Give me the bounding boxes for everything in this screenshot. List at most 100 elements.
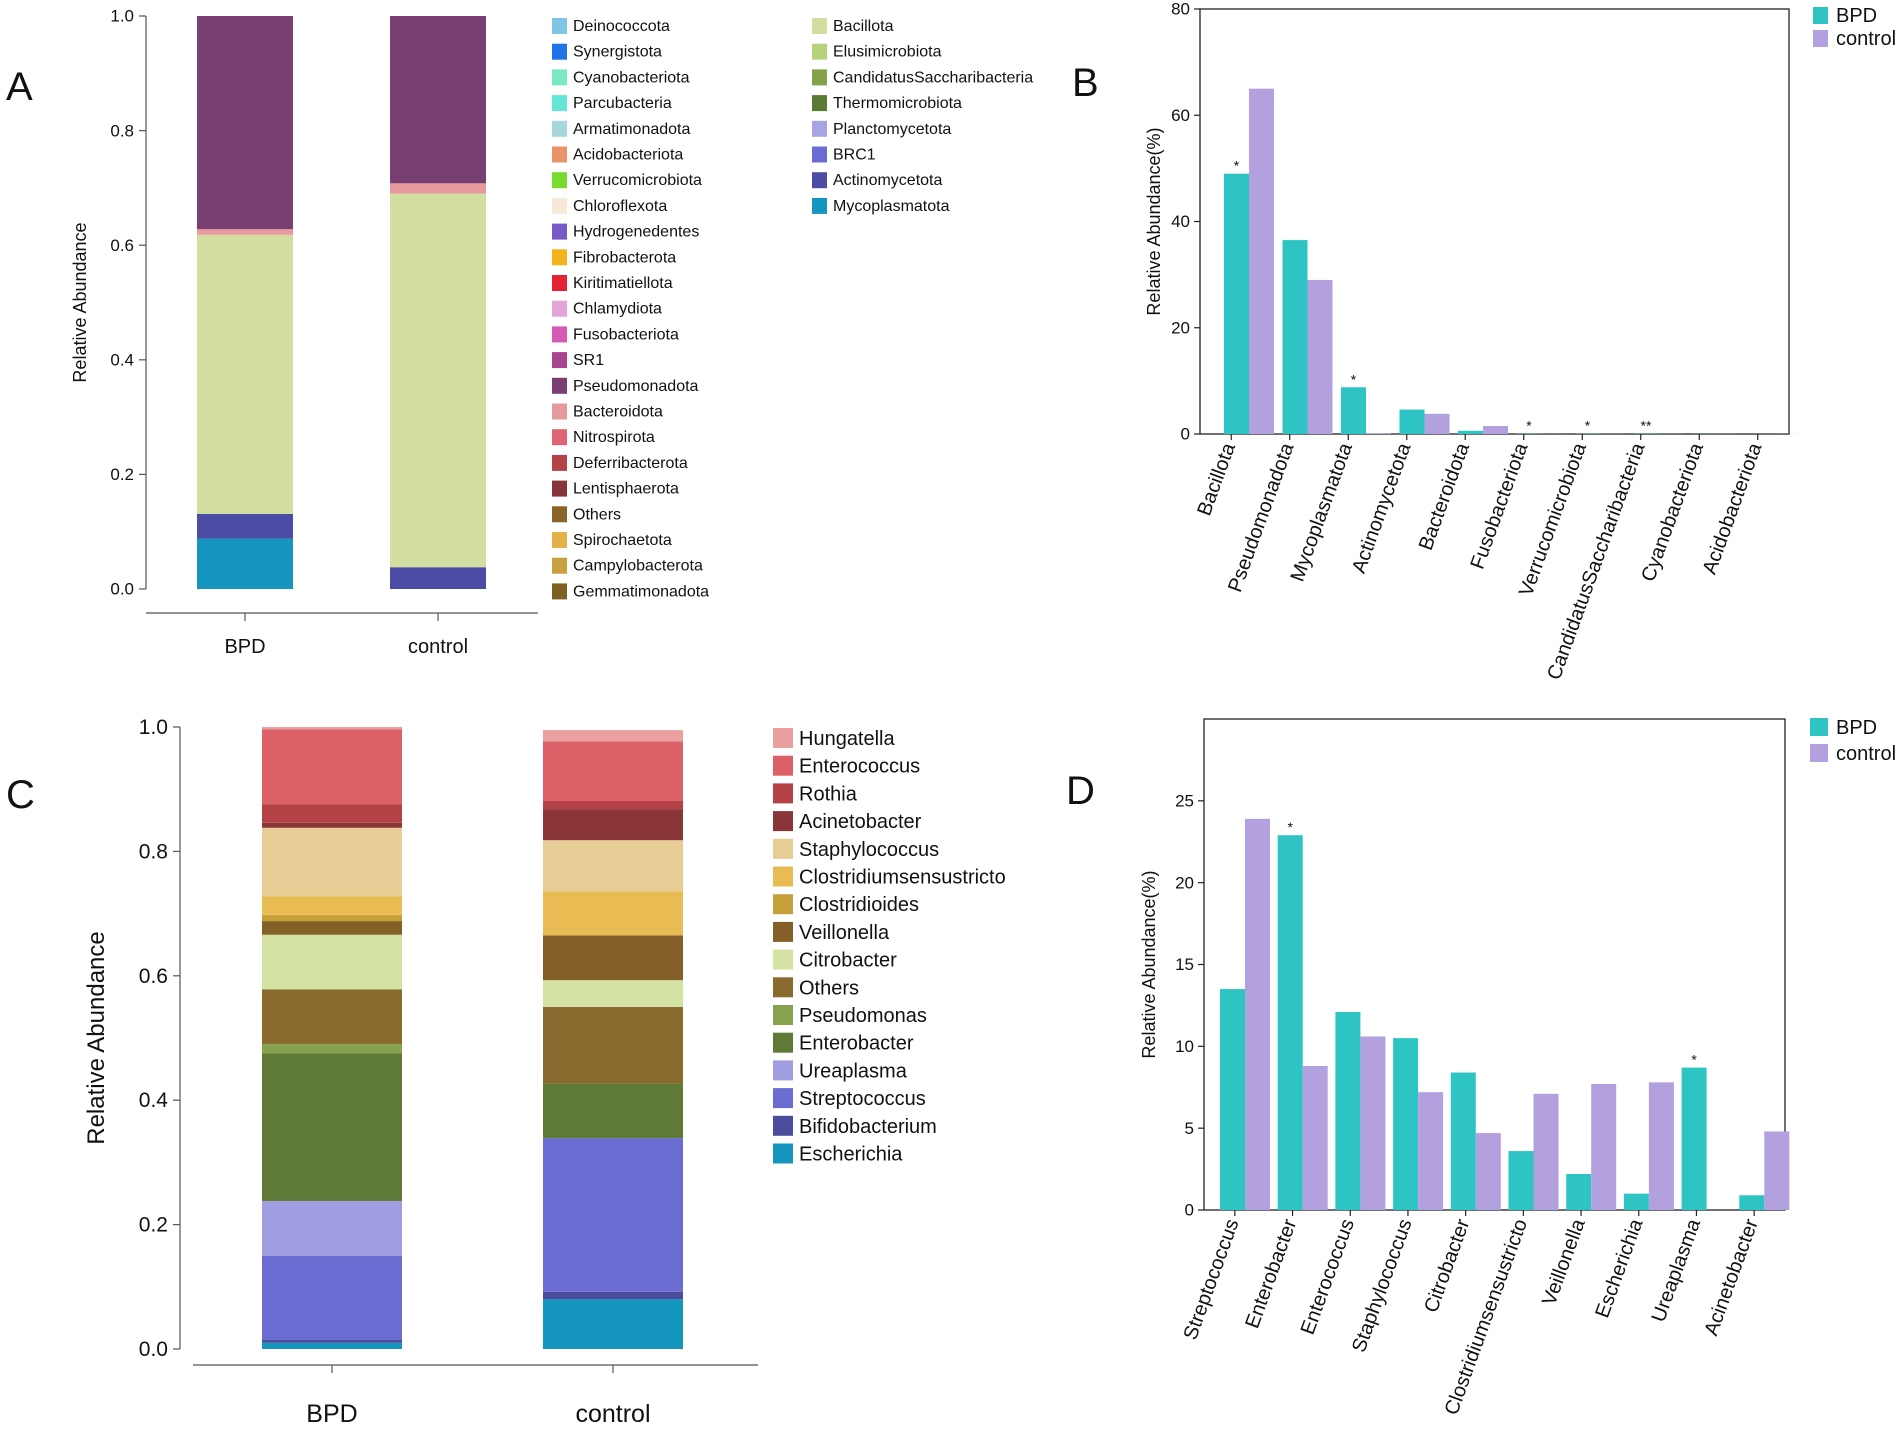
- legend-label-brc1: BRC1: [833, 147, 876, 164]
- legend-label-staphylococcus: Staphylococcus: [799, 839, 939, 861]
- legend-label-others: Others: [799, 977, 859, 999]
- significance-marker-fusobacteriota: *: [1526, 418, 1532, 434]
- legend-swatch-armatimonadota: [552, 120, 567, 137]
- y-tick-label: 0: [1185, 1201, 1194, 1220]
- x-category-label-bpd: BPD: [224, 636, 265, 658]
- legend-swatch-clostridioides: [773, 894, 793, 915]
- bar-segment-acinetobacter-control: [543, 809, 683, 841]
- x-category-label-fusobacteriota: Fusobacteriota: [1467, 439, 1533, 572]
- bar-segment-streptococcus-bpd: [262, 1255, 402, 1340]
- bar-segment-bacteroidota-bpd: [197, 229, 293, 235]
- x-category-label-enterococcus: Enterococcus: [1297, 1216, 1359, 1337]
- y-tick-label: 0.6: [110, 236, 134, 255]
- x-category-label-staphylococcus: Staphylococcus: [1348, 1216, 1417, 1355]
- bar-segment-clostridiumsensustricto-bpd: [262, 896, 402, 915]
- bar-segment-clostridiumsensustricto-control: [543, 891, 683, 936]
- legend-label-citrobacter: Citrobacter: [799, 950, 897, 972]
- bar-bpd-mycoplasmatota: [1341, 387, 1366, 434]
- legend-swatch-control: [1813, 30, 1828, 47]
- bar-bpd-acinetobacter: [1739, 1195, 1765, 1210]
- legend-swatch-sr1: [552, 352, 567, 369]
- x-category-label-ureaplasma: Ureaplasma: [1648, 1215, 1706, 1325]
- bar-bpd-pseudomonadota: [1282, 240, 1308, 434]
- legend-swatch-thermomicrobiota: [812, 95, 827, 112]
- legend-label-clostridiumsensustricto: Clostridiumsensustricto: [799, 867, 1006, 889]
- bar-segment-hungatella-bpd: [262, 727, 402, 730]
- x-category-label-acidobacteriota: Acidobacteriota: [1699, 439, 1767, 577]
- y-tick-label: 0.0: [110, 580, 134, 599]
- legend-label-bifidobacterium: Bifidobacterium: [799, 1116, 937, 1138]
- bar-segment-pseudomonadota-bpd: [197, 16, 293, 230]
- legend-label-elusimicrobiota: Elusimicrobiota: [833, 44, 942, 61]
- bar-segment-bifidobacterium-control: [543, 1291, 683, 1300]
- bar-control-acinetobacter: [1764, 1131, 1790, 1210]
- y-tick-label: 0.0: [139, 1338, 168, 1361]
- legend-swatch-nitrospirota: [552, 429, 567, 446]
- x-category-label-acinetobacter: Acinetobacter: [1700, 1216, 1763, 1339]
- y-axis-label: Relative Abundance: [83, 931, 110, 1145]
- bar-segment-citrobacter-bpd: [262, 934, 402, 990]
- y-tick-label: 5: [1185, 1119, 1194, 1138]
- legend-swatch-citrobacter: [773, 949, 793, 970]
- bar-segment-enterococcus-bpd: [262, 729, 402, 805]
- legend-swatch-actinomycetota: [812, 172, 827, 189]
- bar-segment-staphylococcus-control: [543, 840, 683, 892]
- legend-swatch-rothia: [773, 783, 793, 804]
- x-category-label-control: control: [575, 1400, 650, 1428]
- panel-letter-d: D: [1066, 769, 1095, 813]
- legend-swatch-fibrobacterota: [552, 249, 567, 266]
- legend-label-clostridioides: Clostridioides: [799, 894, 919, 916]
- bar-control-escherichia: [1648, 1082, 1674, 1210]
- legend-label-parcubacteria: Parcubacteria: [573, 95, 672, 112]
- legend-label-mycoplasmatota: Mycoplasmatota: [833, 198, 950, 215]
- bar-bpd-actinomycetota: [1399, 409, 1425, 434]
- legend-swatch-acinetobacter: [773, 811, 793, 832]
- legend-swatch-deinococcota: [552, 18, 567, 34]
- legend-swatch-brc1: [812, 146, 827, 163]
- legend-swatch-campylobacterota: [552, 557, 567, 574]
- y-tick-label: 0.8: [139, 840, 168, 863]
- legend-label-gemmatimonadota: Gemmatimonadota: [573, 583, 709, 600]
- bar-segment-enterobacter-control: [543, 1083, 683, 1139]
- bar-segment-escherichia-bpd: [262, 1342, 402, 1349]
- legend-label-hungatella: Hungatella: [799, 728, 896, 750]
- bar-control-actinomycetota: [1424, 413, 1450, 434]
- legend-swatch-enterococcus: [773, 755, 793, 776]
- bar-segment-enterobacter-bpd: [262, 1053, 402, 1201]
- panel-c-stacked-bar-chart: 0.0 0.2 0.4 0.6 0.8 1.0 Relative Abundance BPD c…: [83, 716, 1006, 1428]
- legend-label-bpd: BPD: [1836, 717, 1877, 739]
- legend-swatch-lentisphaerota: [552, 480, 567, 497]
- legend-label-others: Others: [573, 506, 621, 523]
- y-tick-label: 20: [1171, 318, 1190, 337]
- legend-swatch-clostridiumsensustricto: [773, 866, 793, 887]
- legend-label-pseudomonas: Pseudomonas: [799, 1005, 927, 1027]
- legend-label-nitrospirota: Nitrospirota: [573, 429, 655, 446]
- bar-segment-enterococcus-control: [543, 741, 683, 802]
- bar-segment-bifidobacterium-bpd: [262, 1339, 402, 1343]
- bar-segment-others-control: [543, 1006, 683, 1084]
- legend-label-cyanobacteriota: Cyanobacteriota: [573, 69, 690, 86]
- bar-control-citrobacter: [1475, 1133, 1501, 1210]
- legend-label-deinococcota: Deinococcota: [573, 18, 670, 35]
- legend-label-candidatussaccharibacteria: CandidatusSaccharibacteria: [833, 69, 1033, 86]
- legend-swatch-verrucomicrobiota: [552, 172, 567, 189]
- bar-segment-actinomycetota-bpd: [197, 513, 293, 539]
- bar-segment-escherichia-control: [543, 1299, 683, 1349]
- bar-control-bacillota: [1249, 88, 1274, 434]
- legend-swatch-planctomycetota: [812, 120, 827, 137]
- y-tick-label: 1.0: [110, 7, 134, 26]
- x-category-label-bpd: BPD: [306, 1400, 357, 1428]
- legend-swatch-kiritimatiellota: [552, 275, 567, 291]
- bar-bpd-ureaplasma: [1681, 1067, 1707, 1210]
- bar-bpd-enterococcus: [1335, 1011, 1361, 1210]
- bar-segment-staphylococcus-bpd: [262, 827, 402, 897]
- legend-label-verrucomicrobiota: Verrucomicrobiota: [573, 172, 702, 189]
- y-tick-label: 25: [1175, 792, 1194, 811]
- bar-control-clostridiumsensustricto: [1533, 1093, 1559, 1210]
- x-category-label-bacillota: Bacillota: [1193, 439, 1240, 518]
- legend-swatch-enterobacter: [773, 1032, 793, 1053]
- y-axis-label: Relative Abundance(%): [1139, 870, 1159, 1058]
- significance-marker-verrucomicrobiota: *: [1585, 418, 1591, 434]
- legend-swatch-mycoplasmatota: [812, 197, 827, 214]
